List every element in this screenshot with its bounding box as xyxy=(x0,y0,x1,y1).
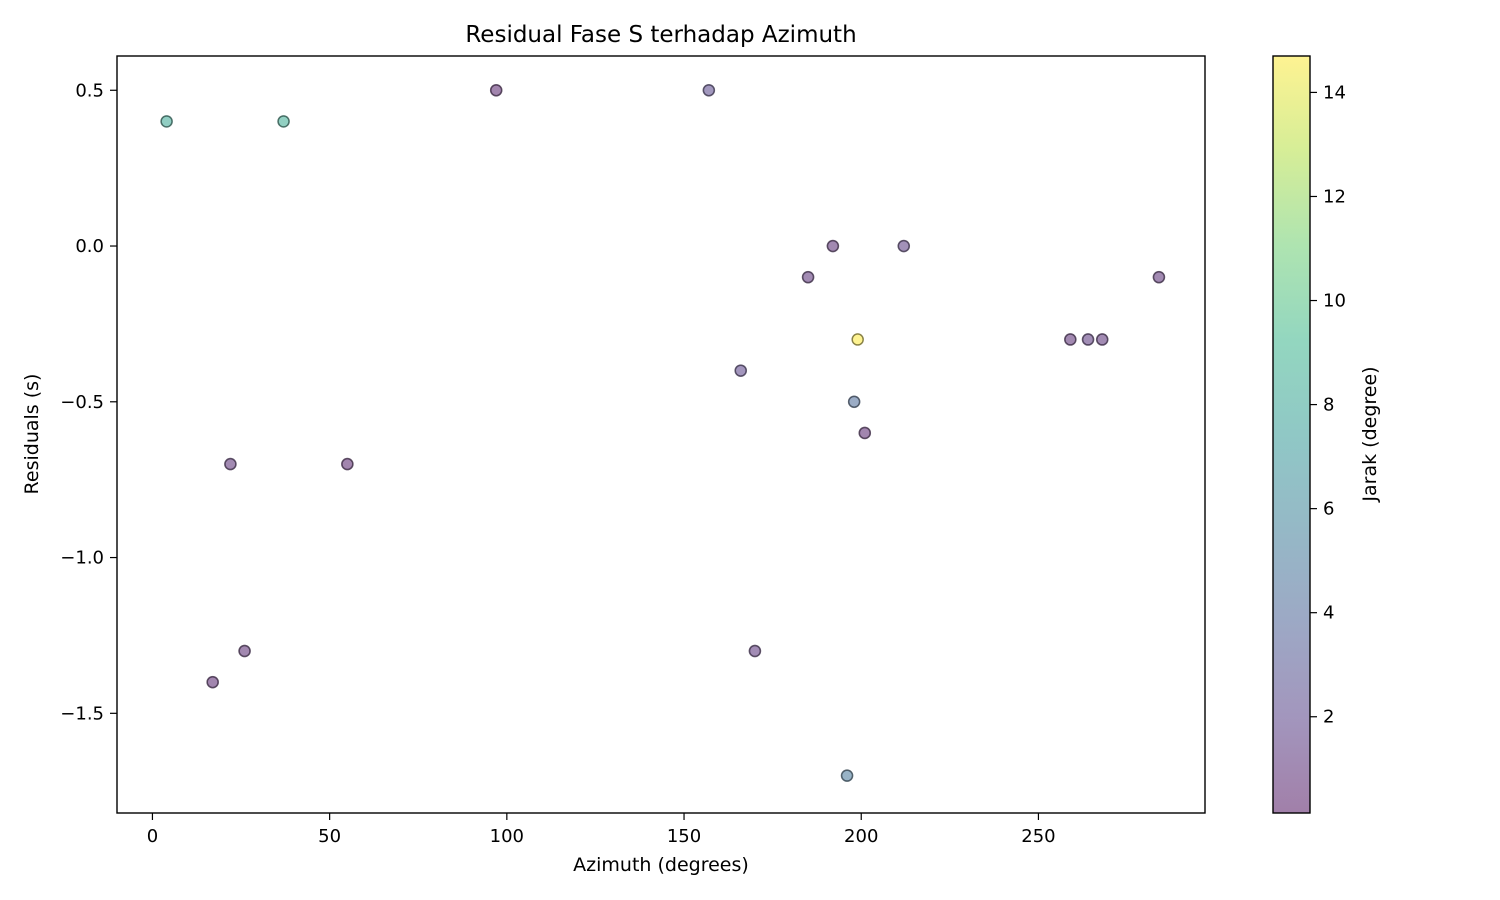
x-tick-label: 250 xyxy=(1021,826,1055,847)
colorbar-tick-label: 14 xyxy=(1323,82,1346,103)
chart-title: Residual Fase S terhadap Azimuth xyxy=(465,22,856,48)
scatter-point-edge xyxy=(1152,270,1166,284)
scatter-point-edge xyxy=(490,84,503,97)
x-axis-label: Azimuth (degrees) xyxy=(573,854,749,876)
colorbar-gradient xyxy=(1273,56,1310,813)
colorbar-tick-label: 10 xyxy=(1323,291,1346,312)
scatter-points xyxy=(160,83,1166,782)
x-tick-label: 200 xyxy=(844,826,878,847)
x-axis: 0 50 100 150 200 250 xyxy=(147,813,1056,847)
colorbar-tick-label: 6 xyxy=(1323,499,1334,520)
scatter-point-edge xyxy=(734,364,747,377)
colorbar-label: Jarak (degree) xyxy=(1359,366,1381,502)
scatter-point-edge xyxy=(341,457,354,471)
scatter-point-edge xyxy=(206,675,219,689)
y-axis-label: Residuals (s) xyxy=(21,374,43,495)
y-tick-label: −1.0 xyxy=(60,548,104,569)
scatter-point-edge xyxy=(801,270,815,284)
scatter-point-edge xyxy=(1064,333,1077,346)
colorbar-tick-label: 2 xyxy=(1323,707,1334,728)
scatter-point-edge xyxy=(826,239,840,253)
colorbar-ticks: 2 4 6 8 10 12 14 xyxy=(1310,82,1346,728)
plot-frame xyxy=(116,55,1206,814)
scatter-point-edge xyxy=(847,395,861,408)
scatter-point-edge xyxy=(1096,333,1109,346)
scatter-point-edge xyxy=(897,239,910,253)
scatter-point-edge xyxy=(840,769,854,782)
colorbar-tick-label: 12 xyxy=(1323,186,1346,207)
scatter-point-edge xyxy=(238,644,251,658)
scatter-point-edge xyxy=(277,115,290,128)
scatter-point-edge xyxy=(702,84,716,97)
y-axis: 0.5 0.0 −0.5 −1.0 −1.5 xyxy=(60,80,117,724)
x-tick-label: 0 xyxy=(147,826,158,847)
colorbar-tick-label: 8 xyxy=(1323,395,1334,416)
y-tick-label: −0.5 xyxy=(60,392,104,413)
scatter-point-edge xyxy=(851,333,864,346)
x-tick-label: 150 xyxy=(667,826,701,847)
colorbar: 2 4 6 8 10 12 14 Jarak (degree) xyxy=(1272,55,1381,814)
y-tick-label: 0.0 xyxy=(75,236,104,257)
colorbar-frame xyxy=(1272,55,1311,814)
scatter-point-edge xyxy=(748,644,762,658)
scatter-point-edge xyxy=(1081,333,1095,346)
x-tick-label: 50 xyxy=(318,826,341,847)
y-tick-label: −1.5 xyxy=(60,703,104,724)
scatter-point-edge xyxy=(858,426,871,440)
scatter-point-edge xyxy=(224,457,237,471)
colorbar-tick-label: 4 xyxy=(1323,603,1334,624)
y-tick-label: 0.5 xyxy=(75,80,104,101)
scatter-point-edge xyxy=(160,115,173,128)
x-tick-label: 100 xyxy=(490,826,524,847)
